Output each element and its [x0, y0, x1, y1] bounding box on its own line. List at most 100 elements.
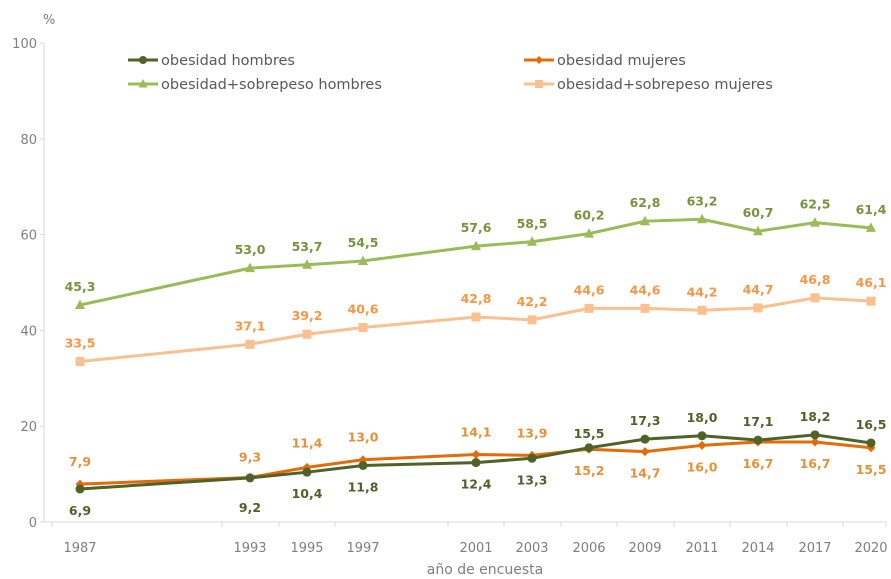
data-label: 18,2 — [800, 409, 831, 424]
data-label: 46,1 — [856, 275, 887, 290]
data-point — [527, 453, 537, 463]
data-label: 18,0 — [687, 410, 718, 425]
legend-label: obesidad+sobrepeso hombres — [161, 77, 382, 93]
x-tick-label: 1993 — [233, 541, 266, 556]
data-label: 62,5 — [800, 197, 831, 212]
data-label: 58,5 — [517, 216, 548, 231]
data-point — [302, 467, 312, 477]
data-point — [753, 435, 763, 445]
data-point — [640, 215, 650, 226]
data-label: 54,5 — [348, 235, 379, 250]
data-label: 7,9 — [69, 454, 91, 469]
data-label: 53,0 — [235, 242, 266, 257]
data-point — [471, 458, 481, 468]
x-tick-label: 2009 — [628, 541, 661, 556]
legend-marker — [535, 80, 543, 88]
y-tick-labels: 0 20 40 60 80 100 — [12, 37, 44, 531]
data-label: 13,0 — [348, 430, 379, 445]
y-tick-label: 60 — [20, 229, 37, 244]
data-point — [640, 434, 650, 444]
data-label: 60,7 — [743, 205, 774, 220]
x-tick-label: 1997 — [346, 541, 379, 556]
data-label: 37,1 — [235, 318, 266, 333]
x-tick-label: 2017 — [798, 541, 831, 556]
x-tick-label: 2011 — [685, 541, 718, 556]
data-label: 16,7 — [743, 456, 774, 471]
data-label: 44,2 — [687, 284, 718, 299]
legend-item: obesidad hombres — [128, 53, 295, 69]
data-point — [358, 255, 368, 265]
x-axis-title: año de encuesta — [427, 562, 543, 578]
x-tick-labels: 1987 1993 1995 1997 2001 2003 2006 2009 2011 2014… — [51, 522, 888, 556]
data-label: 17,1 — [743, 414, 774, 429]
x-tick-label: 2003 — [515, 541, 548, 556]
data-point — [358, 460, 368, 470]
data-point — [471, 449, 481, 459]
data-point — [810, 437, 820, 447]
data-point — [753, 225, 763, 236]
y-tick-label: 80 — [20, 133, 37, 148]
data-point — [697, 213, 707, 224]
data-point — [640, 447, 650, 457]
x-tick-label: 2020 — [854, 541, 887, 556]
data-label: 57,6 — [461, 220, 492, 235]
data-label: 13,3 — [517, 472, 548, 487]
data-label: 15,5 — [856, 462, 887, 477]
data-label: 16,7 — [800, 456, 831, 471]
data-point — [471, 312, 481, 322]
data-label: 45,3 — [65, 279, 96, 294]
data-point — [302, 259, 312, 269]
legend-marker — [138, 79, 148, 88]
data-label: 15,2 — [574, 463, 605, 478]
data-point — [640, 303, 650, 313]
legend-item: obesidad+sobrepeso hombres — [128, 77, 382, 93]
x-tick-label: 2001 — [459, 541, 492, 556]
data-point — [810, 217, 820, 227]
x-tick-label: 2014 — [741, 541, 774, 556]
data-point — [358, 323, 368, 333]
y-unit-label: % — [43, 13, 55, 28]
data-label: 9,2 — [239, 500, 261, 515]
data-label: 14,7 — [630, 466, 661, 481]
data-label: 61,4 — [856, 202, 887, 217]
series-line — [79, 433, 872, 491]
data-label: 44,6 — [630, 282, 661, 297]
data-labels: 6,9 9,2 10,4 11,8 12,4 13,3 15,5 17,3 18,0 17,1 18… — [65, 193, 887, 518]
data-point — [866, 296, 876, 306]
data-point — [810, 430, 820, 440]
data-label: 12,4 — [461, 477, 492, 492]
legend: obesidad hombres obesidad mujeres obesidad… — [128, 53, 773, 93]
data-label: 17,3 — [630, 413, 661, 428]
data-label: 62,8 — [630, 195, 661, 210]
data-label: 15,5 — [574, 426, 605, 441]
data-point — [866, 438, 876, 448]
data-point — [584, 443, 594, 453]
data-point — [697, 431, 707, 441]
data-label: 11,8 — [348, 479, 379, 494]
legend-marker — [139, 56, 147, 64]
data-point — [866, 222, 876, 232]
data-label: 14,1 — [461, 424, 492, 439]
data-point — [527, 236, 537, 246]
y-tick-label: 0 — [29, 516, 37, 531]
data-label: 42,2 — [517, 294, 548, 309]
data-point — [245, 262, 255, 273]
data-label: 16,0 — [687, 459, 718, 474]
data-point — [471, 240, 481, 251]
data-point — [697, 305, 707, 315]
y-tick-label: 40 — [20, 324, 37, 339]
data-label: 13,9 — [517, 425, 548, 440]
data-label: 46,8 — [800, 272, 831, 287]
data-label: 6,9 — [69, 503, 91, 518]
data-point — [810, 293, 820, 303]
x-tick-label: 1987 — [63, 541, 96, 556]
data-point — [753, 303, 763, 313]
legend-label: obesidad mujeres — [557, 53, 686, 69]
data-label: 39,2 — [292, 308, 323, 323]
data-label: 16,5 — [856, 417, 887, 432]
data-point — [527, 315, 537, 325]
data-point — [697, 440, 707, 450]
data-label: 40,6 — [348, 302, 379, 317]
x-tick-label: 2006 — [572, 541, 605, 556]
